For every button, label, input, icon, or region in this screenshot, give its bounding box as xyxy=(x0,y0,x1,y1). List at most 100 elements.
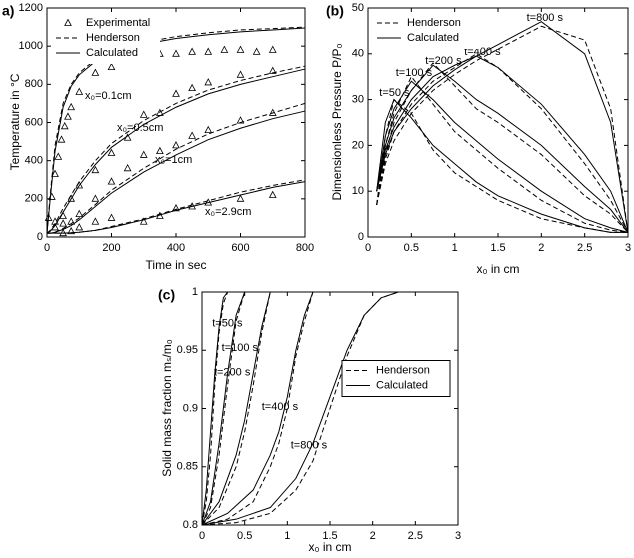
data-point xyxy=(268,190,277,198)
data-point xyxy=(107,148,116,156)
y-axis-label: Solid mass fraction mₛ/m₀ xyxy=(160,339,174,477)
data-point xyxy=(91,68,100,76)
annotation: t=400 s xyxy=(262,401,299,413)
y-tick-label: 0 xyxy=(37,231,43,243)
data-point xyxy=(75,223,84,231)
data-line xyxy=(201,291,271,526)
y-tick-label: 0.95 xyxy=(177,344,198,356)
y-tick-label: 20 xyxy=(352,139,364,151)
data-point xyxy=(67,217,76,225)
x-axis-label: x₀ in cm xyxy=(309,540,352,554)
data-line xyxy=(201,291,416,526)
x-tick-label: 1 xyxy=(284,530,290,542)
x-tick-label: 800 xyxy=(296,242,314,254)
data-point xyxy=(268,45,277,53)
annotation: x₀=2.9cm xyxy=(205,206,251,218)
data-point xyxy=(172,49,180,57)
y-tick-label: 50 xyxy=(352,2,364,14)
legend-label: Experimental xyxy=(86,17,150,29)
x-tick-label: 2 xyxy=(538,242,544,254)
x-tick-label: 1 xyxy=(452,242,458,254)
data-point xyxy=(172,141,180,149)
data-point xyxy=(236,70,245,78)
data-line xyxy=(376,75,629,233)
x-axis-label: x₀ in cm xyxy=(477,262,520,276)
data-line xyxy=(376,80,629,233)
data-point xyxy=(172,89,180,97)
data-point xyxy=(51,169,59,177)
y-tick-label: 200 xyxy=(25,193,43,205)
y-axis-label: Temperature in °C xyxy=(8,73,22,170)
x-axis-label: Time in sec xyxy=(146,258,207,272)
data-line xyxy=(201,291,271,526)
y-axis-label: Dimensionless Pressure P/P₀ xyxy=(330,43,344,200)
data-point xyxy=(75,209,84,217)
data-point xyxy=(59,219,67,227)
annotation: t=200 s xyxy=(214,366,251,378)
data-point xyxy=(60,121,69,130)
y-tick-label: 1000 xyxy=(19,40,43,52)
annotation: t=50 s xyxy=(379,87,410,99)
data-line xyxy=(376,64,629,233)
panel-label: a) xyxy=(2,3,14,19)
x-tick-label: 0.5 xyxy=(404,242,419,254)
y-tick-label: 1 xyxy=(192,286,198,298)
data-point xyxy=(236,116,245,124)
data-line xyxy=(201,291,229,526)
x-tick-label: 1.5 xyxy=(490,242,505,254)
x-tick-label: 600 xyxy=(231,242,249,254)
annotation: x₀=0.1cm xyxy=(85,90,131,102)
x-tick-label: 0 xyxy=(199,530,205,542)
panel-label: (b) xyxy=(326,3,344,19)
data-point xyxy=(67,226,76,235)
data-line xyxy=(201,291,229,526)
x-tick-label: 400 xyxy=(167,242,185,254)
y-tick-label: 10 xyxy=(352,185,364,197)
data-point xyxy=(91,165,100,174)
y-tick-label: 600 xyxy=(25,116,43,128)
legend-box xyxy=(341,360,451,397)
legend-label: Henderson xyxy=(376,364,430,376)
data-line xyxy=(376,21,629,233)
data-line xyxy=(201,291,246,526)
x-tick-label: 3 xyxy=(455,530,461,542)
data-point xyxy=(220,45,229,53)
y-tick-label: 40 xyxy=(352,48,364,60)
annotation: t=200 s xyxy=(425,55,462,67)
data-line xyxy=(376,62,629,233)
data-point xyxy=(139,150,148,158)
data-point xyxy=(107,62,116,71)
x-tick-label: 0.5 xyxy=(237,530,252,542)
data-point xyxy=(204,125,213,134)
x-tick-label: 0 xyxy=(44,242,50,254)
annotation: x₀=1cm xyxy=(155,154,192,166)
x-tick-label: 200 xyxy=(102,242,120,254)
data-point xyxy=(91,194,100,202)
annotation: t=800 s xyxy=(527,12,564,24)
legend-marker xyxy=(64,18,72,26)
data-line xyxy=(201,291,314,526)
data-line xyxy=(376,25,629,233)
data-point xyxy=(156,146,164,155)
y-tick-label: 0.9 xyxy=(183,402,198,414)
y-tick-label: 400 xyxy=(25,155,43,167)
data-point xyxy=(204,47,213,55)
y-tick-label: 30 xyxy=(352,94,364,106)
data-point xyxy=(188,47,196,55)
data-point xyxy=(57,135,66,143)
data-point xyxy=(75,87,84,95)
data-point xyxy=(64,112,72,120)
legend-box xyxy=(373,13,481,49)
legend-label: Henderson xyxy=(86,32,140,44)
legend-label: Calculated xyxy=(86,47,138,59)
annotation: t=100 s xyxy=(222,342,259,354)
data-line xyxy=(376,55,629,233)
data-line xyxy=(201,291,246,526)
y-tick-label: 1200 xyxy=(19,2,43,14)
legend-label: Henderson xyxy=(407,17,461,29)
legend-label: Calculated xyxy=(407,32,459,44)
data-point xyxy=(107,177,116,185)
data-line xyxy=(201,291,314,526)
data-point xyxy=(204,78,213,86)
